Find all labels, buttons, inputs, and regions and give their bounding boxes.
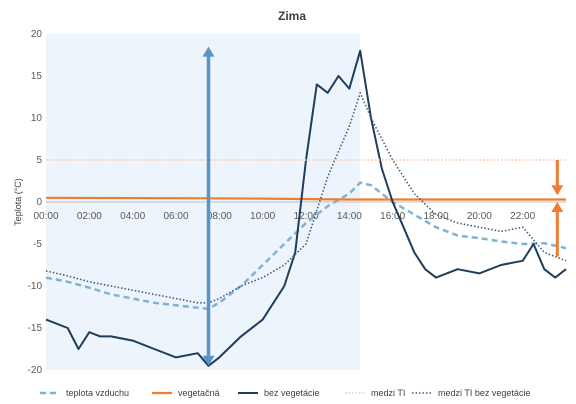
x-tick-label-9: 18:00	[423, 211, 448, 222]
legend-label-2: bez vegetácie	[264, 388, 320, 398]
legend: teplota vzduchu vegetačná bez vegetácie med…	[40, 388, 530, 398]
x-tick-label-1: 02:00	[77, 211, 102, 222]
x-tick-label-3: 06:00	[163, 211, 188, 222]
annotation-arrowhead-top-0	[202, 46, 215, 57]
legend-label-4: medzi TI bez vegetácie	[438, 388, 530, 398]
y-tick-label-3: 5	[36, 155, 42, 166]
y-tick-label-0: 20	[31, 29, 43, 40]
y-tick-label-2: 10	[31, 113, 43, 124]
legend-label-1: vegetačná	[178, 388, 220, 398]
series-line-2	[45, 49, 567, 367]
series-line-1	[45, 196, 566, 201]
legend-label-3: medzi TI	[371, 388, 405, 398]
annotation-arrowhead-2	[551, 202, 564, 212]
y-tick-label-7: -15	[28, 323, 43, 334]
annotation-arrowhead-bottom-0	[202, 355, 215, 366]
y-tick-label-8: -20	[28, 365, 43, 376]
annotation-arrowhead-1	[551, 185, 564, 196]
x-tick-label-10: 20:00	[467, 211, 492, 222]
x-tick-label-5: 10:00	[250, 211, 275, 222]
y-tick-label-5: -5	[33, 239, 42, 250]
y-axis-label: Teplota (°C)	[13, 178, 23, 226]
x-tick-label-7: 14:00	[337, 211, 362, 222]
series-line-0	[45, 181, 567, 310]
y-tick-label-6: -10	[28, 281, 43, 292]
chart-title: Zima	[278, 9, 306, 23]
x-tick-label-6: 12:00	[293, 211, 318, 222]
plot-area: 20 15 10 5 0 -5 -10 -15 -20 00:00 02:00 04:00 06:00 0…	[28, 29, 567, 376]
y-tick-label-1: 15	[31, 71, 43, 82]
x-tick-label-2: 04:00	[120, 211, 145, 222]
x-tick-label-0: 00:00	[33, 211, 58, 222]
y-tick-label-4: 0	[36, 197, 42, 208]
x-tick-label-4: 08:00	[207, 211, 232, 222]
series-line-4	[45, 92, 567, 304]
legend-label-0: teplota vzduchu	[66, 388, 129, 398]
x-tick-label-11: 22:00	[510, 211, 535, 222]
x-tick-label-8: 16:00	[380, 211, 405, 222]
